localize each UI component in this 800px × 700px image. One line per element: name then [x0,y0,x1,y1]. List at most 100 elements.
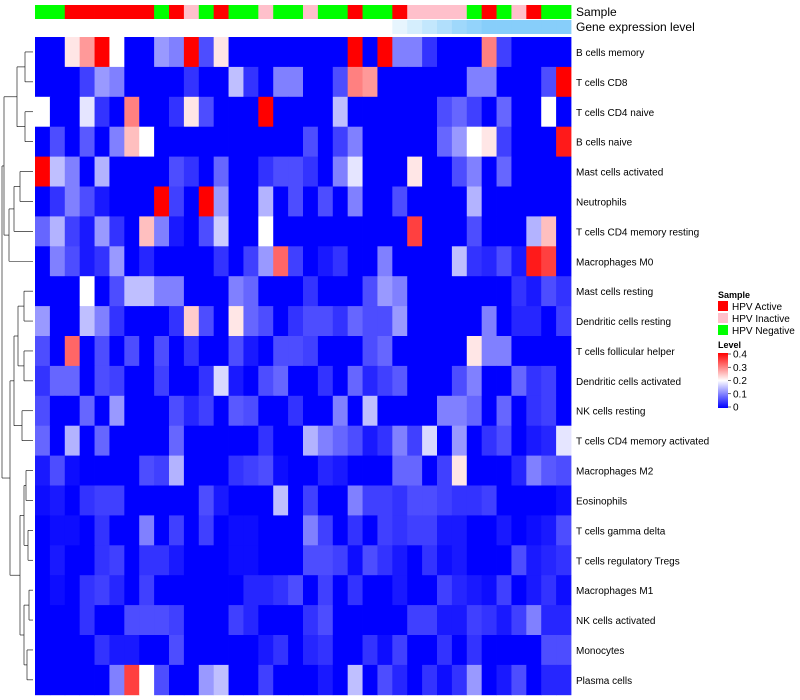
heatmap-cell [377,664,393,696]
heatmap-cell [511,66,527,98]
heatmap-cell [466,276,483,307]
heatmap-cell [377,455,393,486]
heatmap-cell [258,216,274,247]
heatmap-cell [49,575,66,606]
heatmap-cell [139,37,155,68]
heatmap-cell [496,664,512,696]
heatmap-cell [496,126,512,157]
gene-expression-cell [303,20,319,34]
heatmap-cell [303,395,319,427]
heatmap-cell [481,276,497,307]
heatmap-cell [541,306,557,337]
heatmap-cell [303,515,319,546]
heatmap-cell [109,156,125,187]
heatmap-cell [243,395,259,427]
heatmap-cell [392,515,408,546]
sample-annotation-cell [347,5,363,19]
heatmap-cell [451,126,468,157]
heatmap-cell [347,664,363,696]
heatmap-cell [228,37,244,68]
heatmap-cell [407,635,423,666]
heatmap-cell [466,605,483,636]
heatmap-cell [332,515,349,546]
heatmap-cell [288,156,304,187]
heatmap-cell [422,37,438,68]
sample-annotation-cell [422,5,438,19]
sample-annotation-cell [183,5,200,19]
heatmap-cell [481,515,497,546]
level-legend-tick-label: 0.3 [733,363,747,374]
heatmap-cell [496,395,512,427]
heatmap-cell [228,545,244,576]
heatmap-cell [258,395,274,427]
heatmap-cell [422,216,438,247]
heatmap-cell [198,37,215,68]
heatmap-cell [79,365,95,397]
heatmap-cell [183,186,200,217]
heatmap-cell [556,605,572,636]
heatmap-cell [109,186,125,217]
heatmap-cell [35,276,51,307]
heatmap-cell [392,126,408,157]
gene-expression-cell [169,20,185,34]
row-label: T cells regulatory Tregs [576,556,680,567]
gene-expression-cell [466,20,483,34]
heatmap-cell [198,246,215,277]
heatmap-cell [228,425,244,456]
heatmap-cell [317,635,334,666]
heatmap-cell [496,336,512,367]
heatmap-cell [64,635,81,666]
heatmap-cell [49,216,66,247]
heatmap-cell [481,485,497,516]
heatmap-cell [451,395,468,427]
heatmap-cell [303,455,319,486]
sample-annotation-cell [198,5,215,19]
heatmap-cell [49,66,66,98]
heatmap-cell [347,395,363,427]
heatmap-cell [541,126,557,157]
heatmap-cell [317,156,334,187]
heatmap-cell [541,246,557,277]
heatmap-cell [303,635,319,666]
heatmap-cell [109,635,125,666]
sample-legend-swatch [718,301,728,311]
heatmap-cell [451,216,468,247]
heatmap-cell [94,66,110,98]
heatmap-cell [466,575,483,606]
sample-annotation-cell [243,5,259,19]
heatmap-cell [288,664,304,696]
heatmap-cell [35,306,51,337]
heatmap-cell [422,126,438,157]
heatmap-cell [228,306,244,337]
heatmap-cell [377,515,393,546]
heatmap-cell [511,605,527,636]
heatmap-cell [213,306,229,337]
heatmap-cell [213,37,229,68]
gene-expression-cell [526,20,542,34]
gene-expression-cell [451,20,468,34]
sample-legend-label: HPV Inactive [732,314,790,325]
heatmap-cell [228,515,244,546]
heatmap-cell [407,365,423,397]
heatmap-cell [347,306,363,337]
heatmap-cell [288,246,304,277]
heatmap-cell [154,635,170,666]
heatmap-cell [228,485,244,516]
heatmap-cell [317,37,334,68]
heatmap-cell [317,186,334,217]
sample-legend-swatch [718,325,728,335]
heatmap-cell [49,605,66,636]
heatmap-cell [466,216,483,247]
heatmap-cell [169,336,185,367]
heatmap-cell [169,605,185,636]
heatmap-cell [422,96,438,128]
row-label: Macrophages M0 [576,257,654,268]
heatmap-cell [481,425,497,456]
heatmap-cell [79,425,95,456]
heatmap-cell [35,664,51,696]
heatmap-cell [407,66,423,98]
heatmap-cell [94,425,110,456]
heatmap-cell [109,545,125,576]
heatmap-cell [362,485,378,516]
heatmap-cell [183,246,200,277]
